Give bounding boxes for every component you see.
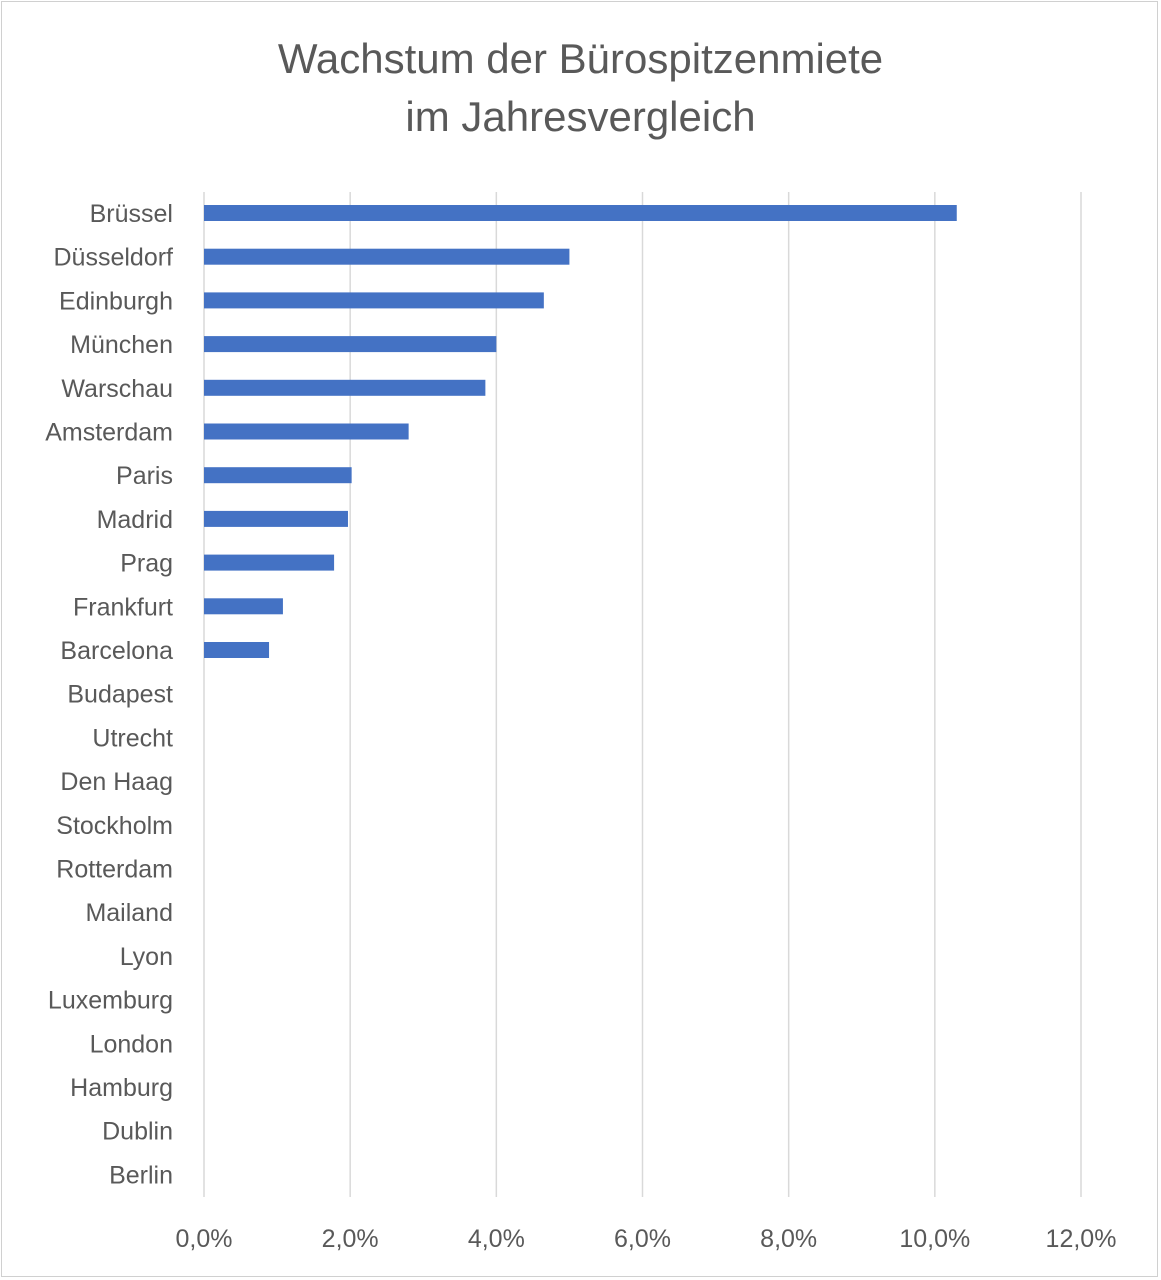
x-tick-label: 12,0%	[1046, 1225, 1117, 1253]
category-label: Stockholm	[56, 812, 173, 840]
category-label: Den Haag	[60, 768, 173, 796]
category-label: Dublin	[102, 1118, 173, 1146]
category-label: Barcelona	[60, 637, 173, 665]
x-tick-label: 8,0%	[760, 1225, 817, 1253]
category-label: Lyon	[120, 943, 173, 971]
category-label: Amsterdam	[45, 419, 173, 447]
category-label: Berlin	[109, 1161, 173, 1189]
gridlines	[203, 192, 1082, 1197]
category-label: Hamburg	[70, 1074, 173, 1102]
x-tick-label: 10,0%	[899, 1225, 970, 1253]
category-label: Frankfurt	[73, 593, 173, 621]
category-label: Brüssel	[90, 200, 173, 228]
x-tick-label: 0,0%	[176, 1225, 233, 1253]
bars	[204, 205, 957, 658]
category-label: Paris	[116, 462, 173, 490]
category-label: Utrecht	[92, 724, 173, 752]
category-label: Warschau	[61, 375, 173, 403]
x-tick-label: 6,0%	[614, 1225, 671, 1253]
bar	[204, 379, 486, 396]
chart-title: Wachstum der Bürospitzenmiete im Jahresv…	[0, 30, 1161, 146]
x-tick-labels: 0,0% 2,0% 4,0% 6,0% 8,0% 10,0% 12,0%	[176, 1225, 1117, 1253]
bar	[204, 336, 497, 353]
category-label: Prag	[120, 550, 173, 578]
bar	[204, 598, 283, 615]
category-label: Mailand	[85, 899, 173, 927]
chart-title-line-1: Wachstum der Bürospitzenmiete	[277, 35, 884, 82]
bar	[204, 554, 335, 571]
bar	[204, 423, 409, 440]
bar	[204, 205, 957, 221]
bar	[204, 467, 352, 484]
category-label: Luxemburg	[48, 987, 173, 1015]
category-label: Budapest	[67, 681, 173, 709]
category-label: Rotterdam	[56, 856, 173, 884]
category-label: Madrid	[97, 506, 173, 534]
bar	[204, 292, 544, 309]
bar	[204, 642, 270, 658]
category-label: London	[90, 1030, 173, 1058]
category-label: München	[70, 331, 173, 359]
category-label: Düsseldorf	[54, 244, 174, 272]
category-labels: Brüssel Düsseldorf Edinburgh München Warscha…	[45, 200, 173, 1189]
bar	[204, 510, 348, 527]
bar	[204, 248, 570, 265]
chart-title-line-2: im Jahresvergleich	[405, 93, 756, 140]
x-tick-label: 4,0%	[468, 1225, 525, 1253]
category-label: Edinburgh	[59, 287, 173, 315]
x-tick-label: 2,0%	[322, 1225, 379, 1253]
